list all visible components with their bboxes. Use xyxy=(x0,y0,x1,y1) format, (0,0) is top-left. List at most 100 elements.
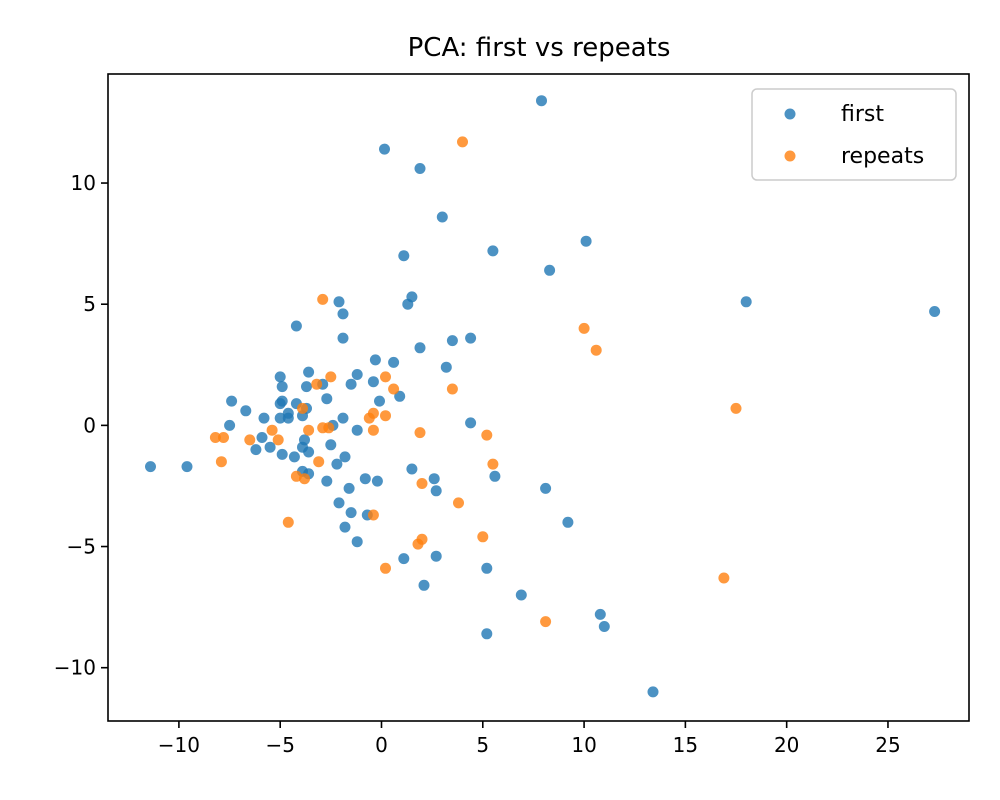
point-first-7 xyxy=(544,264,556,276)
point-repeats-1 xyxy=(317,293,329,305)
point-first-22 xyxy=(303,366,315,378)
series-repeats xyxy=(209,136,742,628)
point-repeats-14 xyxy=(303,424,315,436)
point-repeats-37 xyxy=(380,562,391,574)
legend-label-first: first xyxy=(841,102,884,127)
point-repeats-32 xyxy=(367,509,379,521)
point-first-55 xyxy=(325,439,337,451)
point-repeats-23 xyxy=(244,434,256,446)
x-tick-label: 20 xyxy=(774,733,799,757)
point-first-38 xyxy=(240,405,252,417)
point-first-14 xyxy=(290,320,302,332)
point-first-4 xyxy=(580,235,592,247)
point-first-67 xyxy=(343,482,355,494)
point-repeats-38 xyxy=(718,572,730,584)
y-tick-label: 10 xyxy=(71,171,96,195)
point-first-52 xyxy=(264,441,276,453)
point-repeats-3 xyxy=(590,344,602,356)
point-repeats-8 xyxy=(446,383,458,395)
point-first-59 xyxy=(339,451,351,463)
point-first-15 xyxy=(337,332,349,344)
x-tick-label: −5 xyxy=(265,733,294,757)
point-repeats-33 xyxy=(282,516,294,528)
point-repeats-18 xyxy=(367,424,379,436)
point-first-49 xyxy=(256,432,268,443)
point-first-51 xyxy=(250,444,262,456)
y-tick-label: 0 xyxy=(83,413,96,437)
point-first-69 xyxy=(371,475,383,487)
point-first-56 xyxy=(145,461,156,473)
point-first-81 xyxy=(481,562,493,574)
point-repeats-25 xyxy=(215,456,227,468)
plot-background xyxy=(108,74,969,721)
point-first-33 xyxy=(274,398,286,410)
point-first-36 xyxy=(321,393,333,405)
point-repeats-5 xyxy=(380,371,391,383)
x-tick-label: 15 xyxy=(673,733,698,757)
point-first-80 xyxy=(398,553,410,565)
point-first-77 xyxy=(339,521,351,533)
x-tick-label: 25 xyxy=(875,733,900,757)
y-tick-label: −5 xyxy=(67,535,96,559)
point-repeats-19 xyxy=(414,427,426,439)
point-first-2 xyxy=(414,163,426,174)
point-repeats-34 xyxy=(477,531,489,543)
point-first-24 xyxy=(274,371,286,383)
point-first-0 xyxy=(536,95,547,107)
point-first-21 xyxy=(440,361,452,373)
point-first-78 xyxy=(351,536,363,548)
x-tick-label: 0 xyxy=(375,733,388,757)
point-first-60 xyxy=(331,458,343,470)
y-axis: −10 −5 0 5 10 xyxy=(54,171,108,680)
point-repeats-29 xyxy=(299,473,310,485)
point-repeats-31 xyxy=(453,497,464,509)
point-first-9 xyxy=(929,306,941,317)
point-first-74 xyxy=(345,507,357,519)
point-first-87 xyxy=(647,686,659,698)
point-first-64 xyxy=(489,470,501,482)
point-repeats-20 xyxy=(481,429,493,441)
point-first-18 xyxy=(414,342,426,354)
point-first-3 xyxy=(436,211,448,223)
point-repeats-22 xyxy=(218,432,229,443)
point-repeats-7 xyxy=(388,383,400,395)
point-first-6 xyxy=(398,250,410,262)
series-first xyxy=(145,95,941,698)
point-first-41 xyxy=(337,412,349,424)
x-tick-label: 10 xyxy=(571,733,596,757)
legend-marker-repeats xyxy=(784,150,796,162)
point-first-58 xyxy=(288,451,300,463)
point-first-16 xyxy=(446,335,458,347)
point-repeats-26 xyxy=(313,456,325,468)
point-first-23 xyxy=(351,369,363,380)
point-repeats-21 xyxy=(209,432,221,443)
point-repeats-27 xyxy=(487,458,499,470)
point-first-19 xyxy=(369,354,381,366)
point-first-73 xyxy=(333,497,345,509)
point-first-37 xyxy=(374,395,385,407)
axes-frame xyxy=(107,73,970,722)
point-first-26 xyxy=(301,381,312,393)
point-repeats-24 xyxy=(272,434,284,446)
point-first-29 xyxy=(367,376,379,388)
point-first-20 xyxy=(388,356,400,368)
point-repeats-6 xyxy=(311,378,323,390)
point-first-72 xyxy=(540,482,552,494)
point-first-44 xyxy=(282,412,294,424)
point-repeats-12 xyxy=(367,407,379,419)
point-first-84 xyxy=(594,608,606,620)
x-axis: −10 −5 0 5 10 15 20 25 xyxy=(158,721,901,757)
point-repeats-15 xyxy=(266,424,278,436)
point-repeats-36 xyxy=(412,538,424,550)
x-tick-label: 5 xyxy=(476,733,489,757)
point-first-30 xyxy=(394,390,406,402)
plot-area xyxy=(107,73,970,722)
chart-title: PCA: first vs repeats xyxy=(408,33,671,63)
point-first-79 xyxy=(430,550,442,562)
point-repeats-10 xyxy=(730,402,742,414)
y-tick-label: 5 xyxy=(83,292,96,316)
point-first-17 xyxy=(465,332,477,344)
point-repeats-39 xyxy=(540,616,552,628)
point-first-12 xyxy=(333,296,345,308)
point-first-54 xyxy=(303,446,315,458)
